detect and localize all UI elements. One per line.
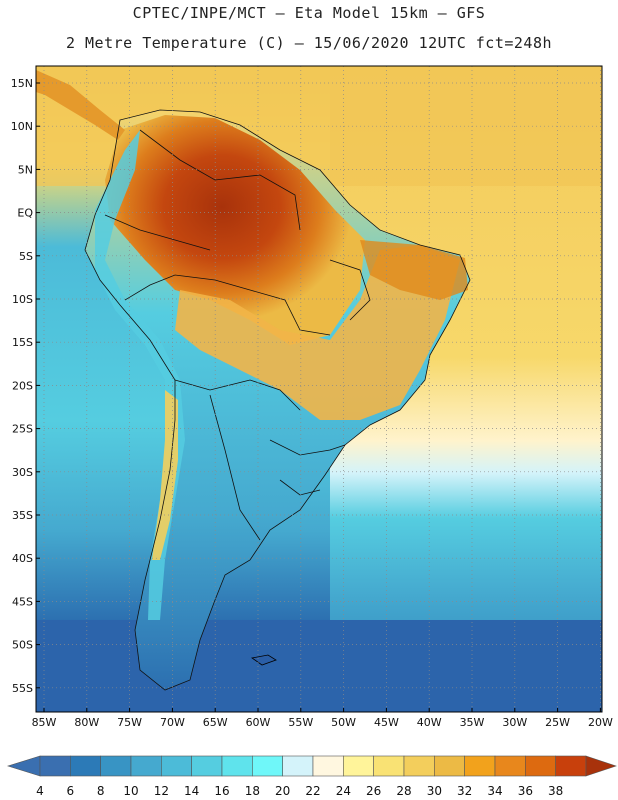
colorbar-label: 16 (214, 784, 229, 798)
lat-label: 20S (12, 379, 33, 392)
lon-label: 35W (460, 716, 485, 729)
colorbar-label: 30 (427, 784, 442, 798)
lat-label: 50S (12, 639, 33, 652)
chile-coast-warm (152, 390, 178, 560)
colorbar-label: 12 (154, 784, 169, 798)
lat-label: 25S (12, 423, 33, 436)
lat-label: 15S (12, 336, 33, 349)
colorbar-swatch (161, 755, 192, 777)
lon-label: 80W (74, 716, 99, 729)
country-borders (84, 109, 471, 691)
north-coast-hot (360, 240, 468, 300)
lon-label: 85W (32, 716, 57, 729)
lon-label: 25W (545, 716, 570, 729)
lat-label: 30S (12, 466, 33, 479)
lat-label: 15N (11, 77, 33, 90)
lon-label: 55W (288, 716, 313, 729)
colorbar-label: 32 (457, 784, 472, 798)
colorbar-label: 20 (275, 784, 290, 798)
lon-label: 45W (374, 716, 399, 729)
colorbar-label: 36 (518, 784, 533, 798)
colorbar-swatch (252, 755, 283, 777)
lat-label: EQ (17, 207, 33, 220)
latitude-labels: 15N 10N 5N EQ 5S 10S 15S 20S 25S 30S 35S 40S 45S 50S 5… (11, 77, 40, 695)
lon-label: 60W (246, 716, 271, 729)
lon-label: 65W (203, 716, 228, 729)
lat-label: 10N (11, 120, 33, 133)
lon-label: 40W (417, 716, 442, 729)
lat-label: 45S (12, 595, 33, 608)
falkland-islands (250, 654, 277, 666)
colorbar: 4 6 8 10 12 14 16 18 20 22 24 26 28 30 32 34 36 38 (6, 755, 617, 798)
colorbar-arrow-low (6, 755, 41, 777)
lat-label: 10S (12, 293, 33, 306)
lat-label: 5S (19, 250, 33, 263)
colorbar-label: 10 (123, 784, 138, 798)
colorbar-arrow-high (585, 755, 617, 777)
colorbar-swatch (130, 755, 162, 777)
colorbar-swatch (555, 755, 587, 777)
colorbar-swatch (282, 755, 314, 777)
chart-title-line2: 2 Metre Temperature (C) – 15/06/2020 12U… (65, 34, 553, 52)
lat-label: 5N (18, 163, 33, 176)
colorbar-label: 8 (97, 784, 105, 798)
colorbar-label: 38 (548, 784, 563, 798)
colorbar-swatch (373, 755, 405, 777)
central-brazil-warm (175, 245, 460, 420)
colorbar-swatch (100, 755, 132, 777)
lon-label: 30W (502, 716, 527, 729)
lon-label: 70W (160, 716, 185, 729)
central-america-land (36, 70, 125, 140)
longitude-labels: 85W 80W 75W 70W 65W 60W 55W 50W 45W 40W 35W 30W 25W 2… (32, 708, 613, 729)
colorbar-label: 22 (305, 784, 320, 798)
colorbar-swatch (403, 755, 435, 777)
colorbar-label: 26 (366, 784, 381, 798)
colorbar-swatch (70, 755, 101, 777)
colorbar-label: 24 (336, 784, 351, 798)
chart-title-line1: CPTEC/INPE/MCT – Eta Model 15km – GFS (132, 4, 486, 22)
lat-label: 40S (12, 552, 33, 565)
lon-label: 75W (117, 716, 142, 729)
amazon-hot-zone (105, 115, 365, 345)
colorbar-label: 28 (396, 784, 411, 798)
colorbar-label: 4 (36, 784, 44, 798)
colorbar-swatch (464, 755, 496, 777)
colorbar-swatch (343, 755, 374, 777)
colorbar-swatch (312, 755, 344, 777)
colorbar-label: 18 (245, 784, 260, 798)
colorbar-label: 14 (184, 784, 199, 798)
lon-label: 50W (331, 716, 356, 729)
colorbar-label: 6 (67, 784, 75, 798)
colorbar-swatch (221, 755, 253, 777)
colorbar-label: 34 (487, 784, 502, 798)
colorbar-swatch (191, 755, 223, 777)
colorbar-swatch (434, 755, 465, 777)
lon-label: 20W (588, 716, 613, 729)
lat-label: 55S (12, 682, 33, 695)
colorbar-swatch (39, 755, 71, 777)
colorbar-swatch (494, 755, 526, 777)
southern-ocean-band (36, 620, 602, 712)
colorbar-swatch (525, 755, 556, 777)
map-frame (35, 65, 603, 713)
lat-label: 35S (12, 509, 33, 522)
